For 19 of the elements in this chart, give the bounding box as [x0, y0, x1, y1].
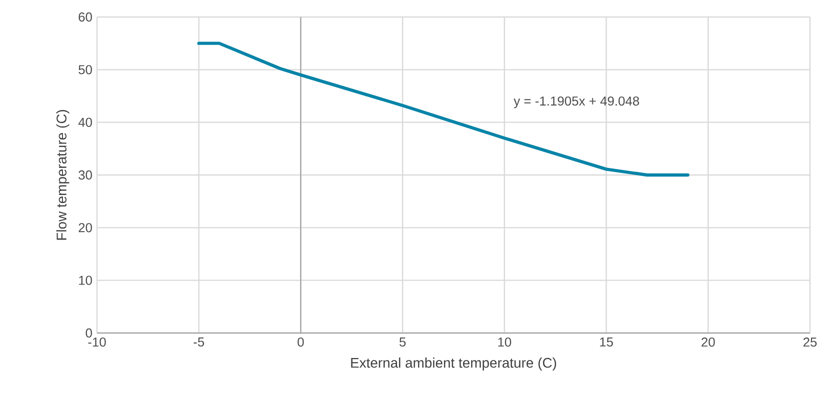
- y-axis-title: Flow temperature (C): [56, 110, 70, 240]
- annotation: y = -1.1905x + 49.048: [514, 96, 640, 108]
- x-tick-label: 25: [803, 338, 817, 347]
- y-tick-label: 20: [78, 223, 92, 232]
- x-tick-label: 20: [702, 338, 715, 347]
- line-series: [197, 42, 690, 177]
- x-tick-label: -5: [194, 338, 204, 347]
- x-tick-label: 5: [399, 338, 406, 347]
- y-tick-label: 30: [78, 170, 92, 180]
- x-tick-label: -10: [88, 338, 106, 347]
- y-tick-label: 0: [86, 328, 92, 338]
- x-axis-title: External ambient temperature (C): [351, 358, 556, 371]
- y-tick-label: 50: [78, 65, 92, 74]
- x-tick-label: 0: [298, 338, 304, 347]
- y-tick-label: 40: [78, 118, 92, 127]
- x-tick-label: 10: [498, 338, 512, 347]
- y-tick-label: 10: [79, 276, 92, 285]
- x-tick-label: 15: [600, 338, 613, 347]
- y-tick-label: 60: [78, 12, 92, 22]
